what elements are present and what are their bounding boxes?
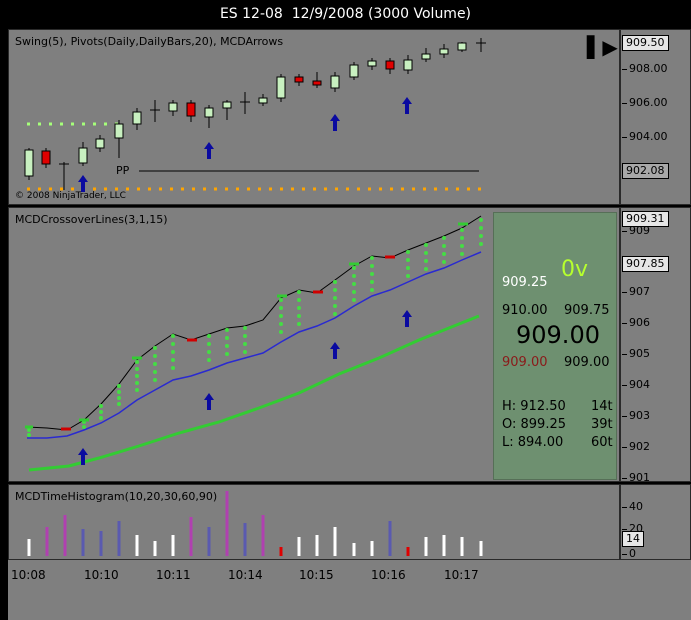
up-arrow-icon <box>204 393 214 410</box>
candle-down <box>294 76 304 83</box>
histogram-axis: 40 20 14 0 <box>620 484 691 560</box>
slow-ma-line <box>28 314 480 472</box>
up-arrow-icon <box>78 448 88 465</box>
candle-down <box>312 80 322 86</box>
price-tick: 906.00 <box>622 96 668 109</box>
candle-up <box>222 101 232 109</box>
dom-bid-left: 910.00 <box>502 303 548 318</box>
price-chart-svg <box>24 38 486 192</box>
last-price-marker: 909.31 <box>622 211 669 227</box>
dom-last-price: 909.00 <box>516 321 600 349</box>
candle-up <box>24 149 34 177</box>
lower-line <box>27 251 482 439</box>
dom-ask-left: 909.00 <box>502 355 548 370</box>
candle-up <box>258 97 268 104</box>
time-axis: 10:08 10:10 10:11 10:14 10:15 10:16 10:1… <box>8 560 691 620</box>
window-title-bar: ES 12-08 12/9/2008 (3000 Volume) <box>0 0 691 28</box>
crossover-arrows <box>78 310 412 465</box>
price-tick: 904 <box>622 378 650 391</box>
up-arrow-icon <box>402 310 412 327</box>
crossover-dots <box>27 218 483 437</box>
hist-tick: 40 <box>622 500 643 513</box>
up-arrow-icon <box>402 97 412 114</box>
candle-up <box>457 42 467 51</box>
price-tick: 905 <box>622 347 650 360</box>
dom-high: H: 912.50 <box>502 399 566 414</box>
histogram-svg <box>27 491 483 556</box>
price-tick: 906 <box>622 316 650 329</box>
candles <box>24 38 486 190</box>
time-label: 10:17 <box>444 568 479 582</box>
time-label: 10:08 <box>11 568 46 582</box>
crossover-red-marks <box>61 255 395 431</box>
dom-low: L: 894.00 <box>502 435 564 450</box>
candle-up <box>367 60 377 67</box>
candle-down <box>41 150 51 165</box>
pivot-price-marker: 902.08 <box>622 163 669 179</box>
up-arrow-icon <box>330 114 340 131</box>
time-label: 10:10 <box>84 568 119 582</box>
candle-down <box>385 60 395 70</box>
skip-forward-icon[interactable]: ▌▶ <box>587 35 618 59</box>
dom-open-ticks: 39t <box>591 417 613 432</box>
candle-up <box>168 102 178 112</box>
price-panel[interactable]: Swing(5), Pivots(Daily,DailyBars,20), MC… <box>8 29 620 205</box>
price-tick: 901 <box>622 471 650 484</box>
dom-volume: 0v <box>561 257 589 282</box>
line-price-marker: 907.85 <box>622 256 669 272</box>
candle-up <box>439 48 449 55</box>
histogram-panel[interactable]: MCDTimeHistogram(10,20,30,60,90) <box>8 484 620 560</box>
mcd-arrows <box>78 97 412 192</box>
time-label: 10:14 <box>228 568 263 582</box>
candle-up <box>330 75 340 89</box>
price-tick: 903 <box>622 409 650 422</box>
dom-bid-right: 909.75 <box>564 303 610 318</box>
dom-high-ticks: 14t <box>591 399 613 414</box>
time-label: 10:11 <box>156 568 191 582</box>
time-label: 10:16 <box>371 568 406 582</box>
window-title: ES 12-08 12/9/2008 (3000 Volume) <box>219 6 472 22</box>
candle-up <box>403 59 413 71</box>
dom-low-ticks: 60t <box>591 435 613 450</box>
candle-down <box>186 102 196 117</box>
price-tick: 904.00 <box>622 130 668 143</box>
pivot-pp-label: PP <box>116 164 130 177</box>
candle-up <box>78 147 88 164</box>
candle-up <box>421 53 431 60</box>
hist-tick: 0 <box>622 547 636 560</box>
up-arrow-icon <box>330 342 340 359</box>
dom-ask-right: 909.00 <box>564 355 610 370</box>
candle-up <box>95 138 105 149</box>
crossover-panel[interactable]: MCDCrossoverLines(3,1,15) 909.25 0v 910.… <box>8 207 620 482</box>
candle-up <box>114 123 124 139</box>
up-arrow-icon <box>204 142 214 159</box>
panel2-title: MCDCrossoverLines(3,1,15) <box>15 213 168 226</box>
candle-up <box>276 76 286 99</box>
fast-ma-line <box>26 215 482 431</box>
last-price-marker: 909.50 <box>622 35 669 51</box>
panel1-title: Swing(5), Pivots(Daily,DailyBars,20), MC… <box>15 35 284 48</box>
crossover-dashes <box>25 222 468 429</box>
candle-up <box>349 64 359 78</box>
price-tick: 909 <box>622 224 650 237</box>
price-axis: 909.50 908.00 906.00 904.00 902.08 <box>620 29 691 205</box>
crossover-chart-svg <box>25 215 483 472</box>
copyright-text: © 2008 NinjaTrader, LLC <box>15 191 126 201</box>
dom-open: O: 899.25 <box>502 417 567 432</box>
price-tick: 907 <box>622 285 650 298</box>
candle-up <box>204 107 214 118</box>
hist-current-marker: 14 <box>622 531 644 547</box>
dom-small-price: 909.25 <box>502 275 548 290</box>
histogram-bars <box>27 491 483 556</box>
price-tick: 908.00 <box>622 62 668 75</box>
price-tick: 902 <box>622 440 650 453</box>
candle-up <box>132 111 142 125</box>
up-arrow-icon <box>78 175 88 192</box>
market-data-box: 909.25 0v 910.00 909.75 909.00 909.00 90… <box>493 212 617 480</box>
panel3-title: MCDTimeHistogram(10,20,30,60,90) <box>15 490 218 503</box>
time-label: 10:15 <box>299 568 334 582</box>
crossover-axis: 909.31 909 907.85 907 906 905 904 903 90… <box>620 207 691 484</box>
